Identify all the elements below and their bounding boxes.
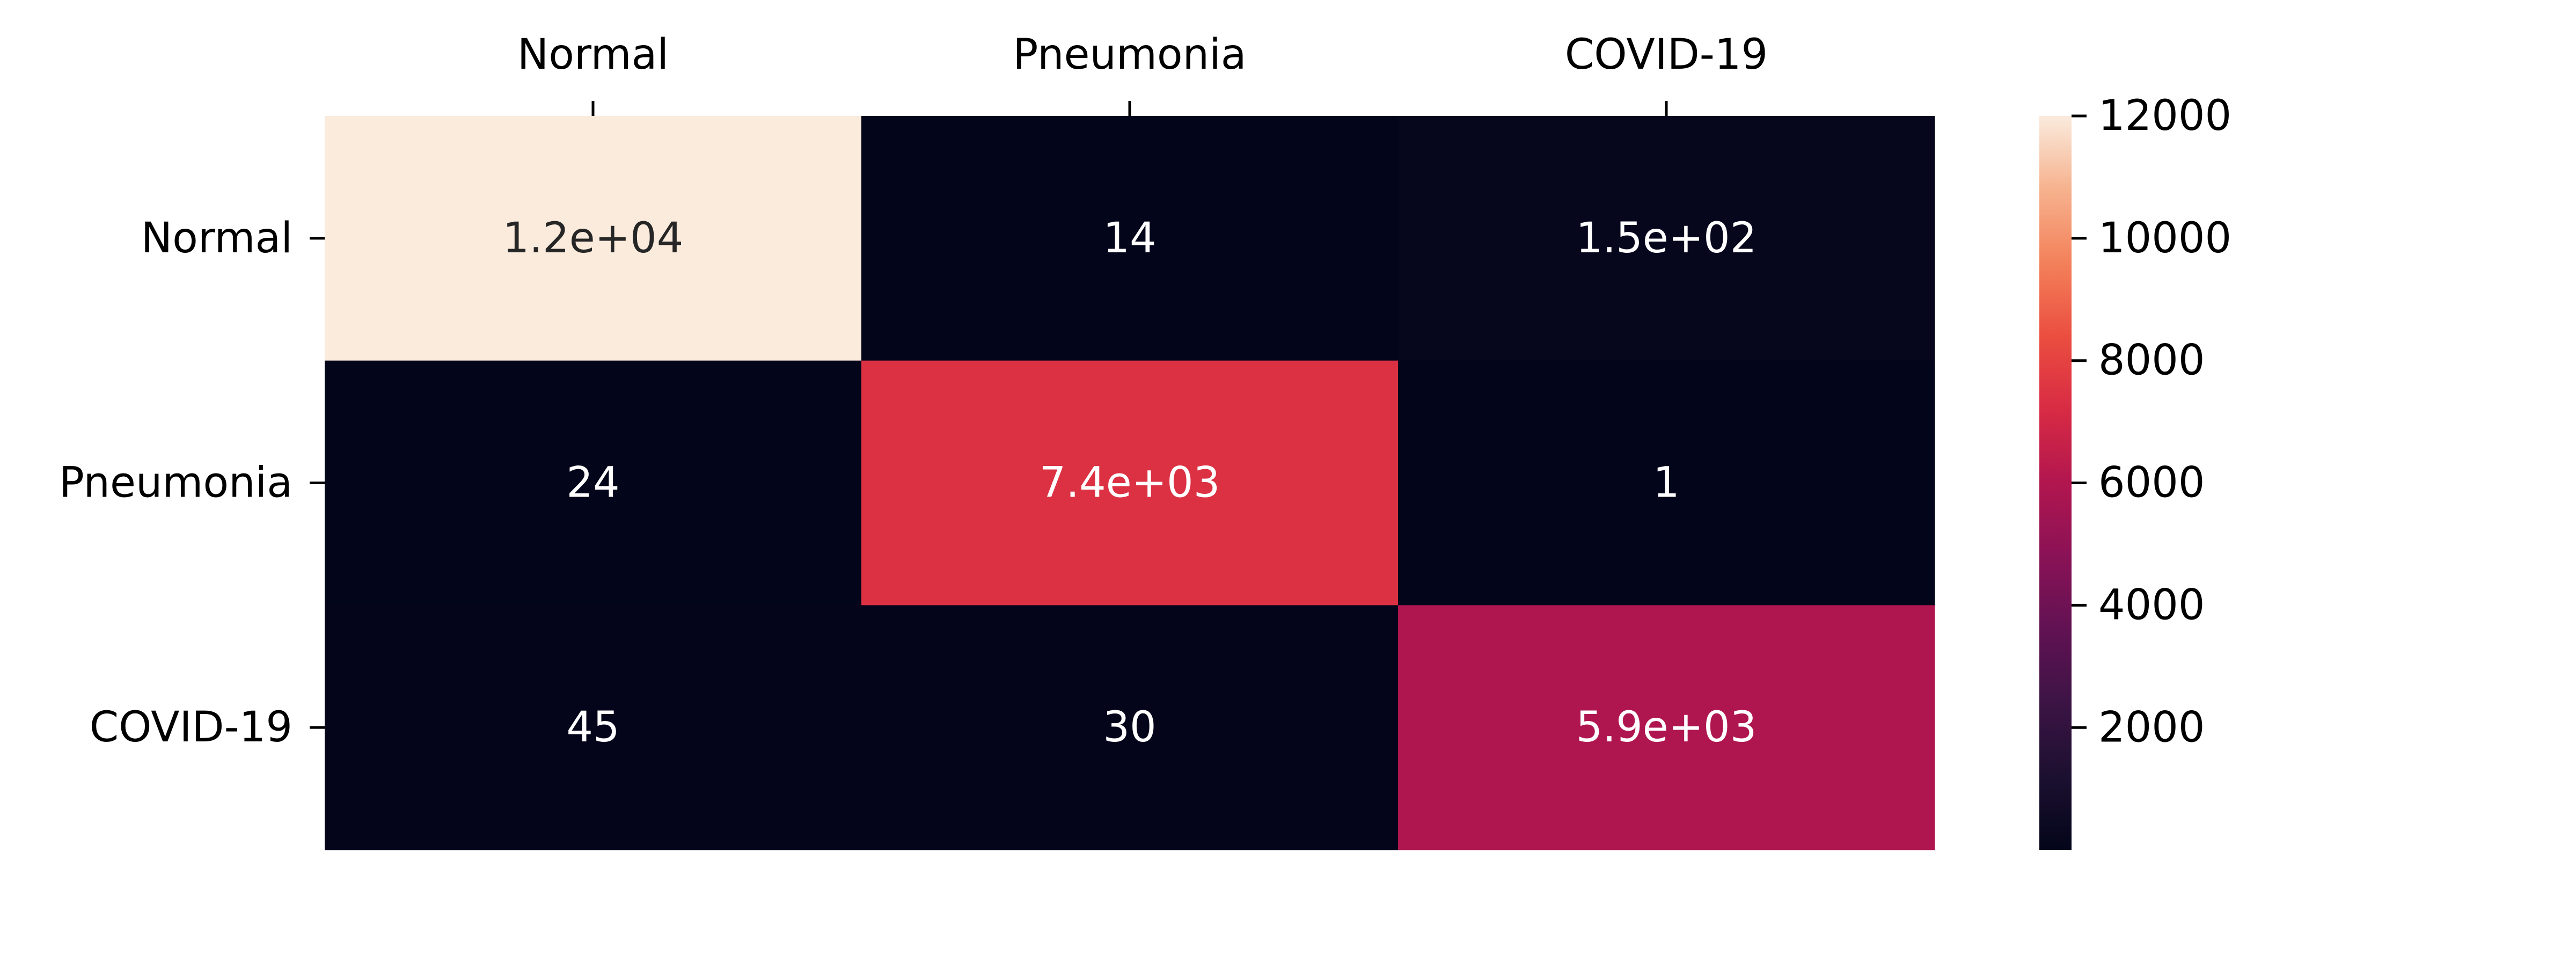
cell-annotation-0-1: 14 bbox=[1103, 214, 1156, 263]
colorbar: 2000 4000 6000 8000 10000 12000 bbox=[2039, 92, 2231, 850]
heatmap-cell-0-1 bbox=[861, 116, 1399, 361]
y-tick-label-2: COVID-19 bbox=[90, 703, 292, 752]
cell-annotation-0-2: 1.5e+02 bbox=[1576, 214, 1757, 263]
x-tick-label-0: Normal bbox=[517, 31, 669, 79]
cell-annotation-1-0: 24 bbox=[566, 459, 619, 507]
heatmap-cell-0-2 bbox=[1398, 116, 1935, 361]
heatmap-cells bbox=[325, 116, 1935, 850]
heatmap-cell-1-2 bbox=[1398, 360, 1935, 606]
cell-annotation-1-2: 1 bbox=[1653, 459, 1680, 507]
colorbar-tick-label-1: 4000 bbox=[2098, 581, 2205, 629]
cell-annotation-2-2: 5.9e+03 bbox=[1576, 703, 1757, 752]
colorbar-gradient bbox=[2039, 116, 2072, 850]
heatmap-cell-0-0 bbox=[325, 116, 862, 361]
colorbar-tick-label-4: 10000 bbox=[2098, 214, 2231, 263]
heatmap-cell-2-1 bbox=[861, 605, 1399, 850]
heatmap-cell-2-0 bbox=[325, 605, 862, 850]
colorbar-tick-label-5: 12000 bbox=[2098, 92, 2231, 140]
colorbar-tick-label-3: 8000 bbox=[2098, 337, 2205, 385]
cell-annotation-2-0: 45 bbox=[566, 703, 619, 752]
cell-annotation-2-1: 30 bbox=[1103, 703, 1156, 752]
colorbar-tick-label-2: 6000 bbox=[2098, 459, 2205, 507]
x-tick-label-2: COVID-19 bbox=[1565, 31, 1768, 79]
x-tick-label-1: Pneumonia bbox=[1013, 31, 1246, 79]
x-axis: Normal Pneumonia COVID-19 bbox=[517, 31, 1768, 116]
cell-annotation-1-1: 7.4e+03 bbox=[1040, 459, 1220, 507]
y-tick-label-0: Normal bbox=[141, 214, 292, 263]
heatmap-cell-1-1 bbox=[861, 360, 1399, 606]
heatmap-cell-2-2 bbox=[1398, 605, 1935, 850]
y-axis: Normal Pneumonia COVID-19 bbox=[59, 214, 325, 752]
y-tick-label-1: Pneumonia bbox=[59, 459, 292, 507]
heatmap-cell-1-0 bbox=[325, 360, 862, 606]
cell-annotation-0-0: 1.2e+04 bbox=[503, 214, 684, 263]
colorbar-tick-label-0: 2000 bbox=[2098, 703, 2205, 752]
heatmap-annotations: 1.2e+04 14 1.5e+02 24 7.4e+03 1 45 30 5.9e+03 bbox=[503, 214, 1757, 752]
